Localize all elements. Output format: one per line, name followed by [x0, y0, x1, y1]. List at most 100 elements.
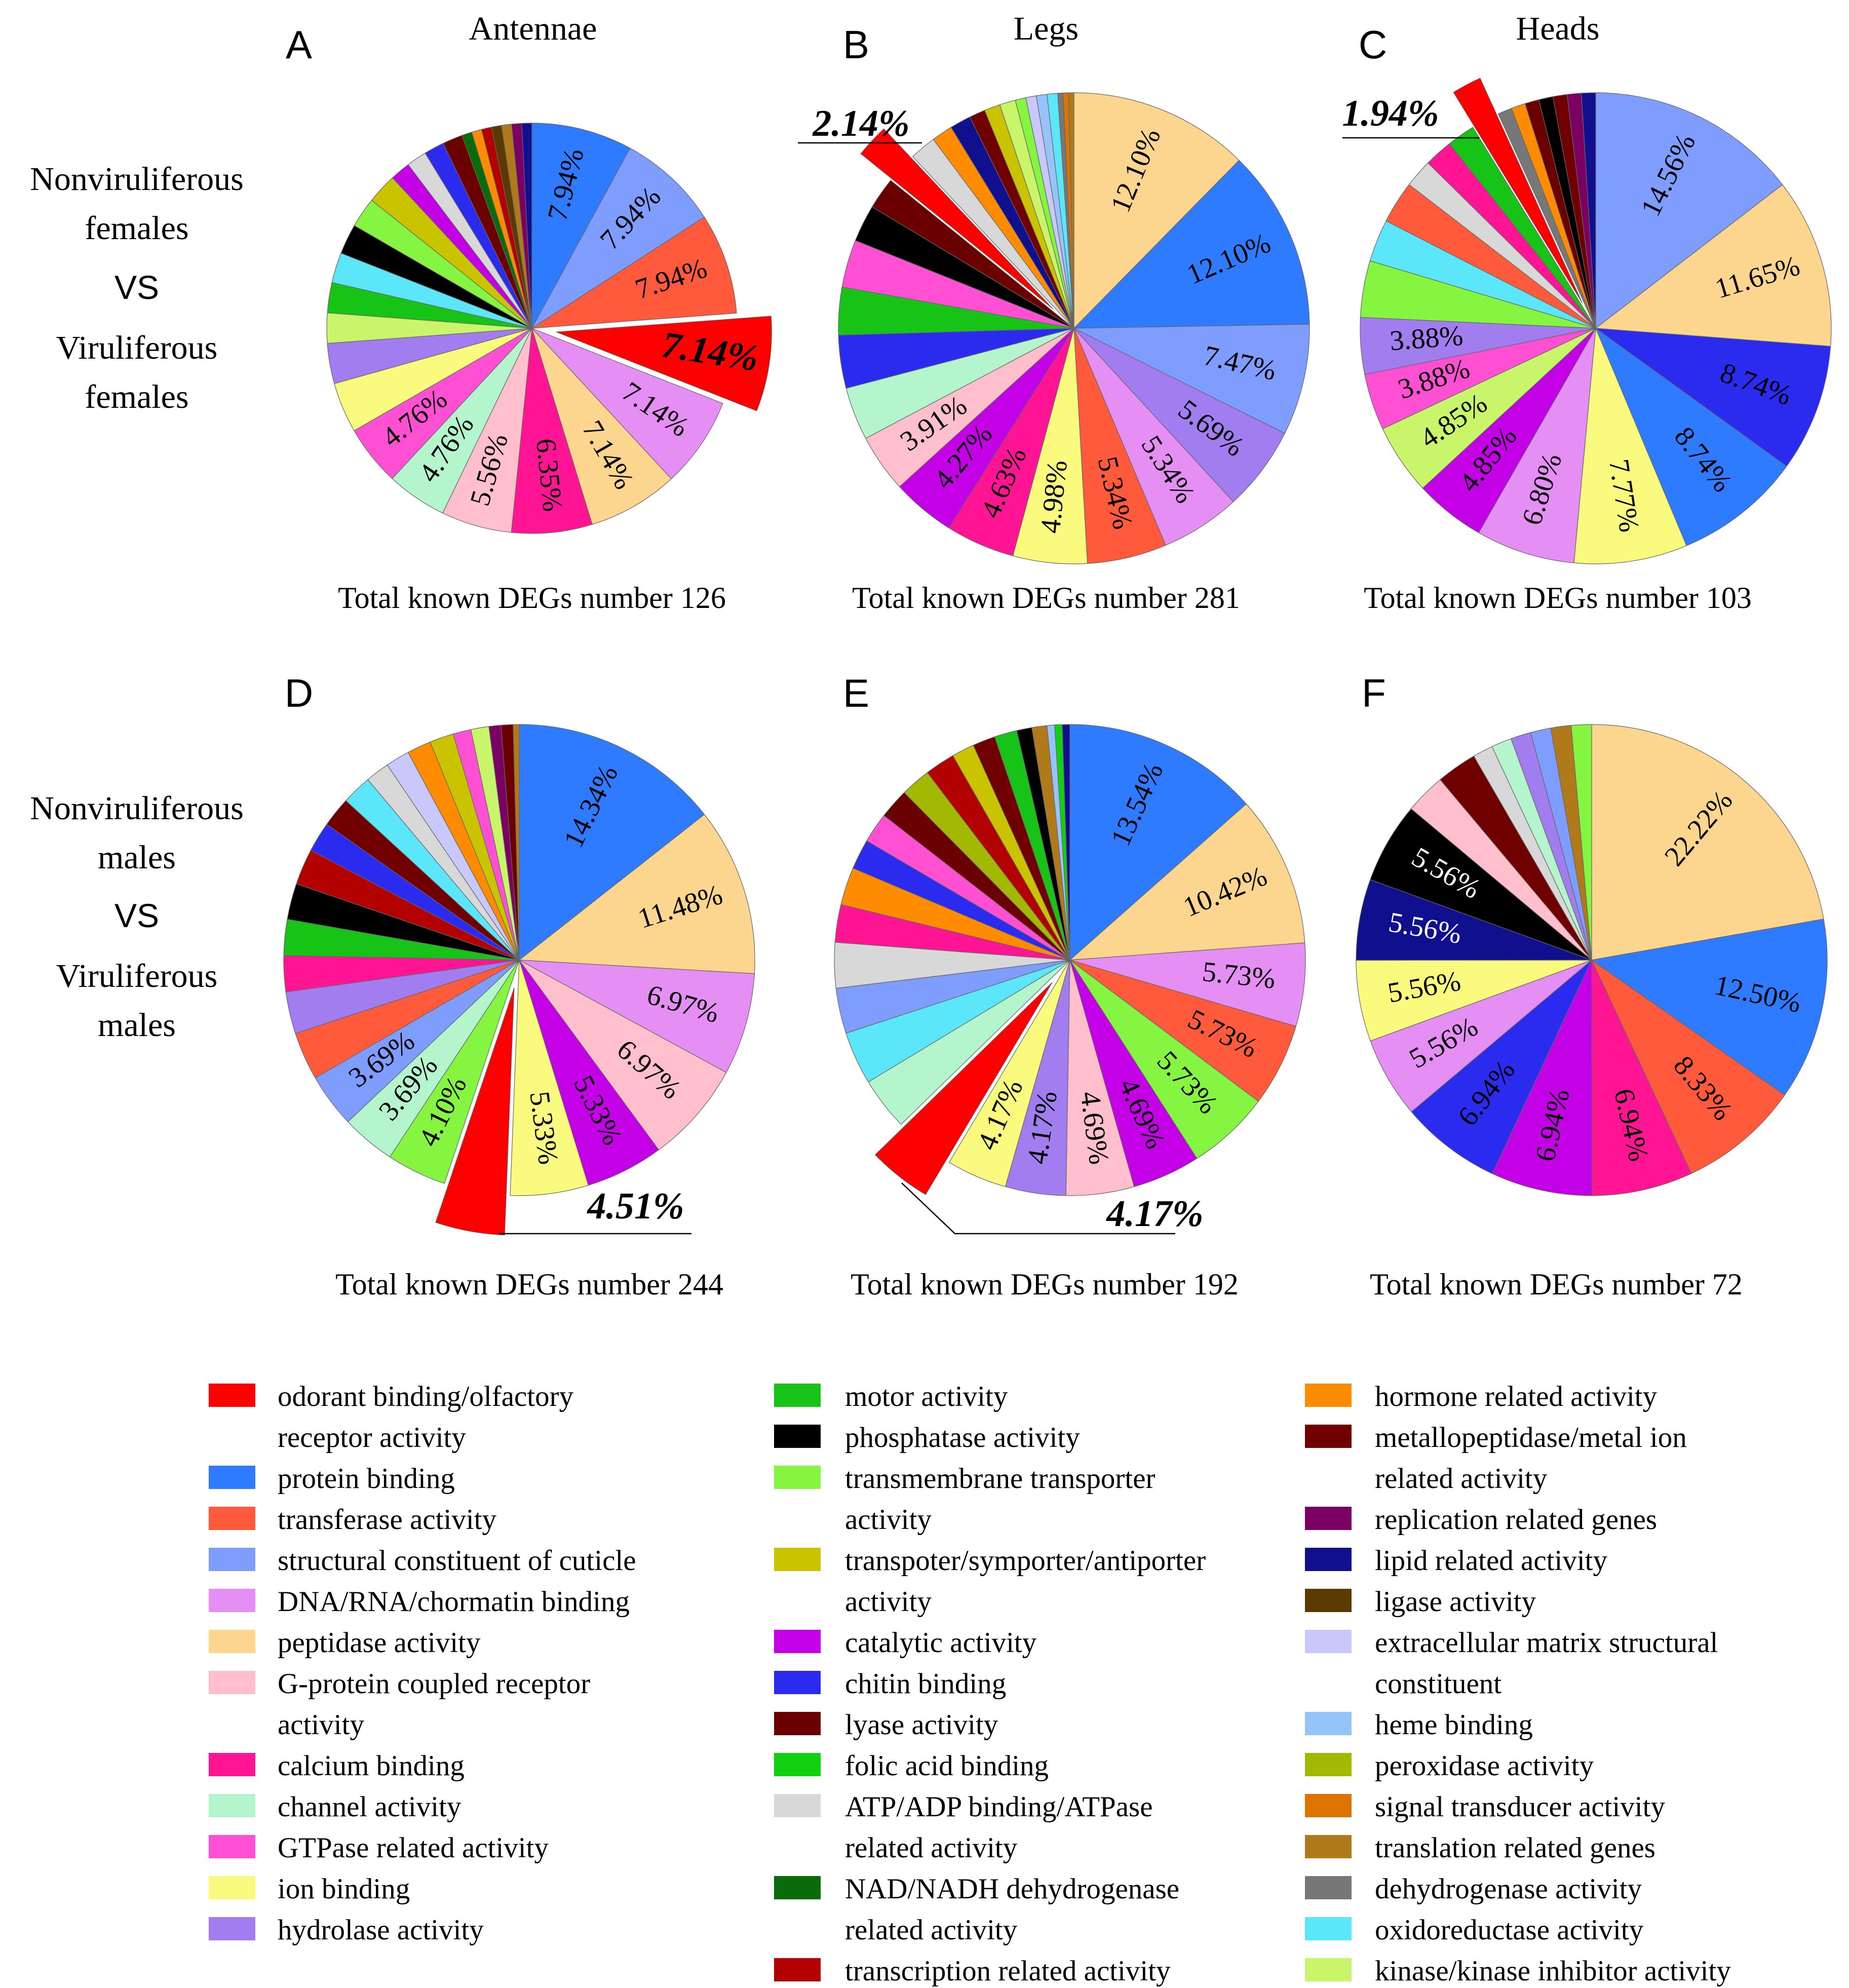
- pie-slice-d-0: [519, 724, 705, 961]
- pie-slice-f-6: [1370, 960, 1592, 1113]
- pie-slice-f-1: [1591, 919, 1828, 1096]
- pie-slice-d-1: [518, 814, 755, 974]
- legend-label-27-line-0: ligase activity: [1375, 1586, 1536, 1618]
- legend-item-14: transmembrane transporter activity: [774, 1463, 1155, 1536]
- legend-label-0-line-1: receptor activity: [278, 1422, 466, 1454]
- row-label-1-line-5: females: [85, 378, 188, 415]
- legend-label-26-line-0: lipid related activity: [1375, 1545, 1608, 1577]
- slice-label-c-9: 3.88%: [1389, 320, 1464, 357]
- legend-label-18-line-0: lyase activity: [845, 1709, 998, 1741]
- legend-item-27: ligase activity: [1305, 1586, 1536, 1618]
- row-label-2-line-3: VS: [114, 897, 159, 934]
- panel-letter-c: C: [1359, 22, 1387, 67]
- pie-slice-c-5: [1478, 328, 1596, 563]
- legend-label-28-line-0: extracellular matrix structural: [1375, 1627, 1718, 1659]
- total-degs-label-c: Total known DEGs number 103: [1364, 581, 1752, 615]
- pie-slice-f-7: [1356, 960, 1592, 1042]
- legend-item-7: calcium binding: [209, 1750, 465, 1782]
- legend-label-4-line-0: DNA/RNA/chormatin binding: [278, 1586, 630, 1618]
- tissue-title-b: Legs: [1014, 10, 1078, 47]
- legend-swatch-10: [209, 1876, 255, 1899]
- legend-label-20-line-1: related activity: [845, 1832, 1018, 1864]
- legend-swatch-25: [1305, 1507, 1352, 1530]
- total-degs-label-d: Total known DEGs number 244: [335, 1268, 723, 1301]
- pie-slice-f-5: [1411, 960, 1592, 1174]
- pie-slice-d-3: [519, 960, 727, 1151]
- legend-label-11-line-0: hydrolase activity: [278, 1914, 484, 1946]
- pie-slice-e-4: [1069, 960, 1259, 1159]
- pie-slice-b-0: [1073, 92, 1240, 329]
- legend-swatch-26: [1305, 1548, 1352, 1571]
- legend-item-34: oxidoreductase activity: [1305, 1914, 1644, 1946]
- legend-swatch-20: [774, 1794, 821, 1817]
- slice-label-e-2: 5.73%: [1201, 956, 1277, 995]
- row-label-2-line-4: Viruliferous: [56, 958, 218, 995]
- legend-swatch-8: [209, 1794, 255, 1817]
- legend-label-20-line-0: ATP/ADP binding/ATPase: [845, 1791, 1153, 1823]
- legend-swatch-30: [1305, 1753, 1352, 1776]
- pie-slice-c-0: [1595, 92, 1783, 329]
- pie-slice-c-2: [1594, 328, 1831, 467]
- row-label-1-line-2: females: [85, 210, 188, 247]
- legend-item-9: GTPase related activity: [209, 1832, 549, 1864]
- legend-item-5: peptidase activity: [209, 1627, 481, 1659]
- legend-label-15-line-0: transpoter/symporter/antiporter: [845, 1545, 1206, 1577]
- panel-letter-a: A: [286, 22, 312, 67]
- legend-label-14-line-1: activity: [845, 1504, 932, 1536]
- row-label-1-line-1: Nonviruliferous: [30, 161, 244, 198]
- pie-slice-e-0: [1069, 724, 1247, 961]
- legend-label-5-line-0: peptidase activity: [278, 1627, 481, 1659]
- legend-item-16: catalytic activity: [774, 1627, 1037, 1659]
- legend-item-20: ATP/ADP binding/ATPase related activity: [774, 1791, 1153, 1864]
- pie-slice-b-15: [871, 180, 1074, 329]
- legend-label-15-line-1: activity: [845, 1586, 932, 1618]
- legend-item-1: protein binding: [209, 1463, 455, 1495]
- legend-label-9-line-0: GTPase related activity: [278, 1832, 549, 1864]
- pie-slice-b-29: [1068, 92, 1074, 329]
- legend-label-19-line-0: folic acid binding: [845, 1750, 1049, 1782]
- panel-letter-d: D: [285, 671, 313, 715]
- legend-swatch-18: [774, 1712, 821, 1735]
- legend-item-11: hydrolase activity: [209, 1914, 484, 1946]
- legend-item-2: transferase activity: [209, 1504, 497, 1536]
- legend-item-30: peroxidase activity: [1305, 1750, 1594, 1782]
- pie-slice-a-3: [556, 316, 772, 411]
- legend-label-22-line-0: transcription related activity: [845, 1955, 1171, 1987]
- legend-label-21-line-0: NAD/NADH dehydrogenase: [845, 1873, 1179, 1905]
- callout-label-e: 4.17%: [1105, 1193, 1203, 1235]
- legend-item-17: chitin binding: [774, 1668, 1006, 1700]
- legend-swatch-3: [209, 1548, 255, 1571]
- legend-item-31: signal transducer activity: [1305, 1791, 1665, 1823]
- pie-slice-b-2: [1073, 324, 1310, 434]
- legend-swatch-5: [209, 1630, 255, 1653]
- callout-label-d: 4.51%: [586, 1186, 684, 1227]
- legend: odorant binding/olfactory receptor activi…: [209, 1381, 1731, 1987]
- legend-swatch-19: [774, 1753, 821, 1776]
- legend-label-34-line-0: oxidoreductase activity: [1375, 1914, 1644, 1946]
- legend-swatch-35: [1305, 1958, 1352, 1981]
- total-degs-label-b: Total known DEGs number 281: [852, 581, 1240, 615]
- legend-swatch-28: [1305, 1630, 1352, 1653]
- legend-item-8: channel activity: [209, 1791, 461, 1823]
- legend-label-33-line-0: dehydrogenase activity: [1375, 1873, 1642, 1905]
- pie-slice-d-2: [519, 960, 755, 1073]
- legend-label-24-line-0: metallopeptidase/metal ion: [1375, 1422, 1687, 1454]
- legend-item-3: structural constituent of cuticle: [209, 1545, 636, 1577]
- pie-slice-b-4: [1073, 328, 1234, 546]
- legend-swatch-15: [774, 1548, 821, 1571]
- pie-slice-f-9: [1370, 808, 1592, 961]
- legend-label-10-line-0: ion binding: [278, 1873, 410, 1905]
- slice-label-b-6: 4.98%: [1034, 458, 1073, 534]
- legend-swatch-14: [774, 1466, 821, 1489]
- legend-label-28-line-1: constituent: [1375, 1668, 1501, 1700]
- pie-slice-b-6: [1012, 328, 1088, 564]
- total-degs-label-e: Total known DEGs number 192: [851, 1268, 1239, 1301]
- tissue-title-c: Heads: [1516, 10, 1600, 47]
- pie-slice-b-16: [860, 128, 1054, 310]
- legend-swatch-12: [774, 1384, 821, 1407]
- row-label-2-line-2: males: [98, 839, 176, 876]
- pie-slice-a-28: [521, 123, 532, 329]
